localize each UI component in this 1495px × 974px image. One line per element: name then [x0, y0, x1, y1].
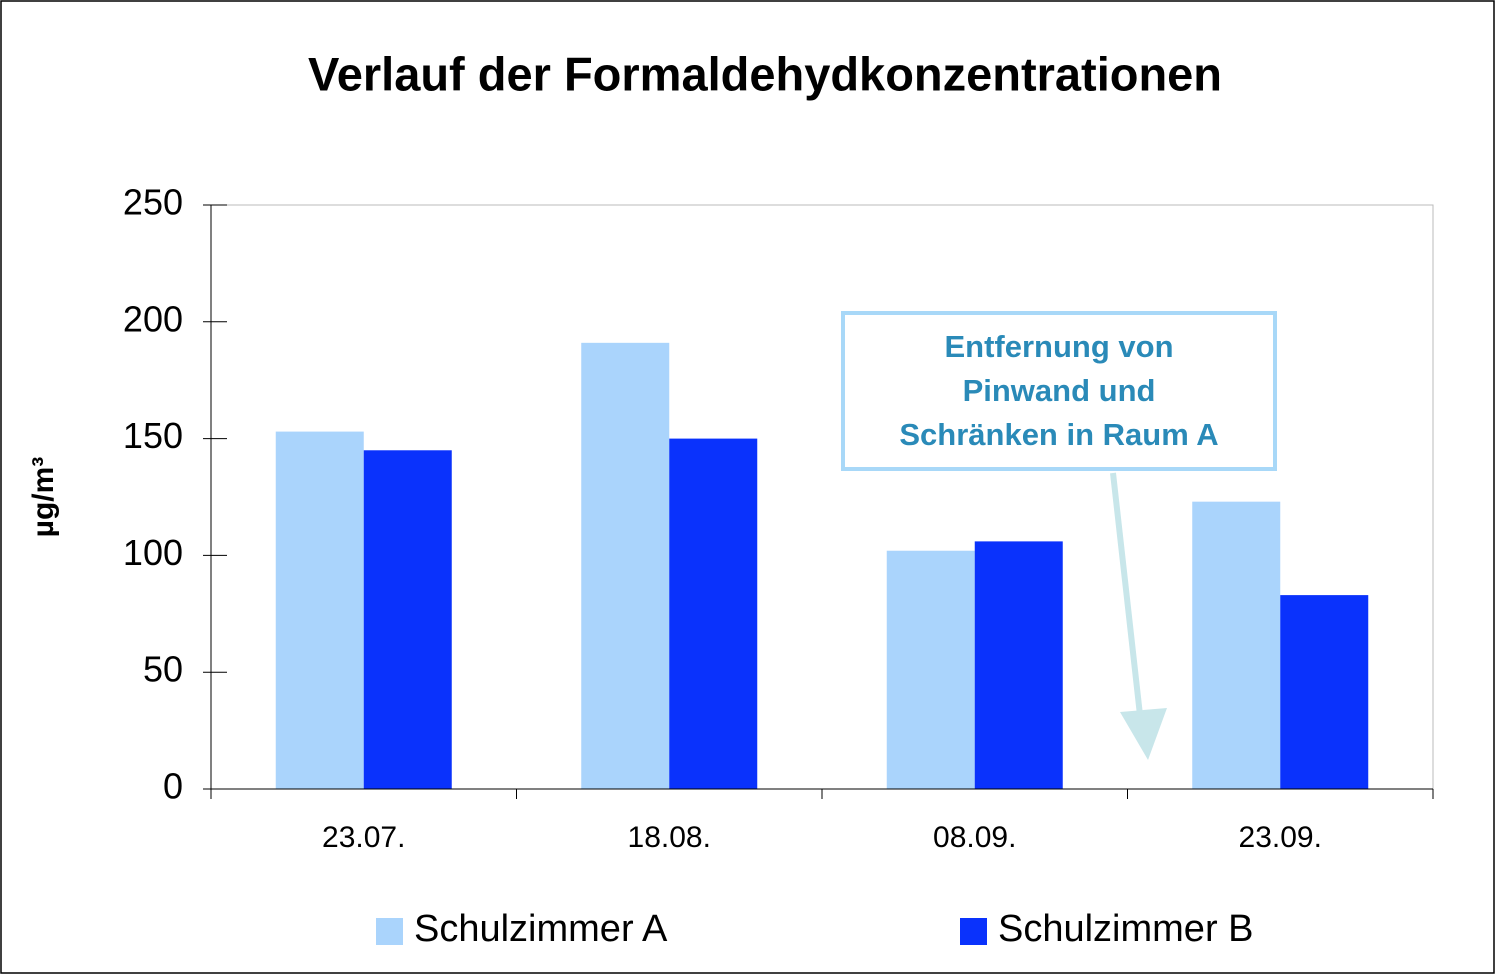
bar — [974, 541, 1063, 789]
y-tick-label: 0 — [163, 766, 183, 807]
y-tick-label: 150 — [123, 415, 183, 456]
legend-label: Schulzimmer A — [414, 908, 668, 950]
annotation-text: Pinwand und — [963, 373, 1156, 408]
chart-title: Verlauf der Formaldehydkonzentrationen — [308, 47, 1222, 100]
bar — [363, 450, 452, 789]
annotation-text: Entfernung von — [944, 329, 1173, 364]
y-tick-label: 100 — [123, 532, 183, 573]
y-tick-label: 200 — [123, 298, 183, 339]
legend-swatch — [960, 918, 987, 945]
bar — [1192, 501, 1281, 789]
y-axis-label: µg/m³ — [27, 457, 60, 538]
x-tick-label: 23.09. — [1239, 821, 1322, 854]
annotation-text: Schränken in Raum A — [899, 417, 1218, 452]
bar — [669, 438, 758, 789]
annotation-box — [841, 311, 1277, 471]
x-tick-label: 23.07. — [322, 821, 405, 854]
x-tick-label: 18.08. — [628, 821, 711, 854]
x-tick-label: 08.09. — [933, 821, 1016, 854]
bar — [1280, 595, 1369, 789]
bar — [275, 431, 364, 789]
legend-swatch — [376, 918, 403, 945]
bar — [581, 342, 670, 789]
annotation-arrow — [1110, 472, 1143, 716]
annotation-arrowhead — [1120, 708, 1167, 760]
y-tick-label: 50 — [143, 649, 183, 690]
y-tick-label: 250 — [123, 182, 183, 223]
legend-label: Schulzimmer B — [998, 908, 1254, 950]
bar — [886, 550, 975, 789]
